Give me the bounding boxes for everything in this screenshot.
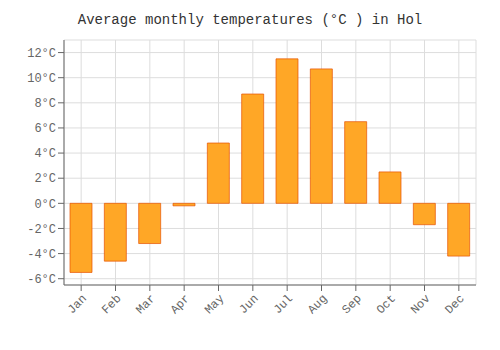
svg-text:6°C: 6°C <box>34 122 56 136</box>
svg-text:12°C: 12°C <box>27 47 56 61</box>
svg-text:Jan: Jan <box>65 292 90 317</box>
svg-text:Aug: Aug <box>305 292 330 317</box>
svg-text:Mar: Mar <box>134 292 159 317</box>
svg-text:Dec: Dec <box>443 292 468 317</box>
svg-text:-6°C: -6°C <box>27 273 56 287</box>
svg-text:8°C: 8°C <box>34 97 56 111</box>
svg-text:Oct: Oct <box>374 292 399 317</box>
svg-text:Nov: Nov <box>408 292 433 317</box>
svg-text:Sep: Sep <box>340 292 365 317</box>
svg-text:4°C: 4°C <box>34 147 56 161</box>
svg-text:-4°C: -4°C <box>27 248 56 262</box>
svg-text:Jun: Jun <box>237 292 262 317</box>
svg-text:Jul: Jul <box>271 292 296 317</box>
svg-text:Feb: Feb <box>99 292 124 317</box>
svg-text:0°C: 0°C <box>34 198 56 212</box>
svg-text:May: May <box>202 292 227 317</box>
svg-text:Apr: Apr <box>168 292 193 317</box>
svg-text:2°C: 2°C <box>34 172 56 186</box>
svg-text:10°C: 10°C <box>27 72 56 86</box>
html-text:Average monthly temperatures (: Average monthly temperatures (°C ) in Ho… <box>77 12 423 28</box>
svg-text:-2°C: -2°C <box>27 223 56 237</box>
